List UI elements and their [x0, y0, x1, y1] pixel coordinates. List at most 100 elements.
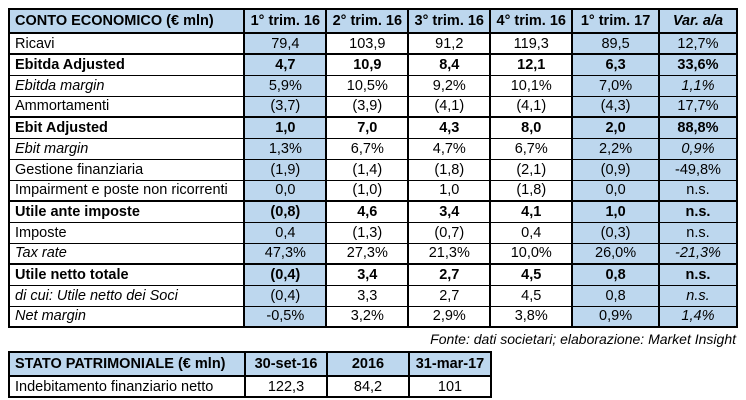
row-label: Utile netto totale	[7, 263, 246, 286]
cell-value: 21,3%	[407, 242, 492, 265]
row-label: Tax rate	[7, 242, 246, 265]
cell-value: 0,9%	[571, 305, 660, 328]
cell-value: 8,0	[489, 116, 574, 139]
cell-value: 1,0	[571, 200, 660, 223]
cell-value: 12,1	[489, 53, 574, 76]
cell-value: 4,7%	[407, 137, 492, 160]
cell-value: 10,1%	[489, 74, 574, 97]
cell-value: 0,0	[243, 179, 328, 202]
income-statement-table: CONTO ECONOMICO (€ mln) 1° trim. 16 2° t…	[7, 8, 739, 328]
cell-value: -21,3%	[657, 242, 739, 265]
cell-value: (1,8)	[489, 179, 574, 202]
cell-value: 103,9	[325, 32, 410, 55]
cell-value: 0,4	[489, 221, 574, 244]
cell-value: 4,6	[325, 200, 410, 223]
table-row: Impairment e poste non ricorrenti 0,0 (1,0…	[7, 179, 739, 202]
table-row: Tax rate 47,3% 27,3% 21,3% 10,0% 26,0% -21,3%	[7, 242, 739, 265]
cell-value: n.s.	[657, 179, 739, 202]
cell-value: n.s.	[657, 263, 739, 286]
cell-value: 1,0	[407, 179, 492, 202]
cell-value: -0,5%	[243, 305, 328, 328]
row-label: Ebitda Adjusted	[7, 53, 246, 76]
cell-value: (1,0)	[325, 179, 410, 202]
table-row: Ebitda margin 5,9% 10,5% 9,2% 10,1% 7,0% 1,1%	[7, 74, 739, 97]
column-header-q3-16: 3° trim. 16	[407, 8, 492, 34]
cell-value: 5,9%	[243, 74, 328, 97]
cell-value: (3,7)	[243, 95, 328, 118]
cell-value: (0,4)	[243, 263, 328, 286]
cell-value: 1,3%	[243, 137, 328, 160]
cell-value: 88,8%	[657, 116, 739, 139]
cell-value: n.s.	[657, 200, 739, 223]
cell-value: 6,3	[571, 53, 660, 76]
row-label: Net margin	[7, 305, 246, 328]
cell-value: 6,7%	[325, 137, 410, 160]
cell-value: (1,3)	[325, 221, 410, 244]
cell-value: 3,2%	[325, 305, 410, 328]
cell-value: 2,2%	[571, 137, 660, 160]
table-row: Net margin -0,5% 3,2% 2,9% 3,8% 0,9% 1,4%	[7, 305, 739, 328]
cell-value: (1,8)	[407, 158, 492, 181]
cell-value: 7,0	[325, 116, 410, 139]
cell-value: 1,4%	[657, 305, 739, 328]
cell-value: 0,8	[571, 263, 660, 286]
cell-value: 0,9%	[657, 137, 739, 160]
row-label: Impairment e poste non ricorrenti	[7, 179, 246, 202]
balance-sheet-table: STATO PATRIMONIALE (€ mln) 30-set-16 201…	[8, 351, 492, 398]
row-label: Imposte	[7, 221, 246, 244]
cell-value: 10,5%	[325, 74, 410, 97]
column-header-q4-16: 4° trim. 16	[489, 8, 574, 34]
cell-value: 119,3	[489, 32, 574, 55]
cell-value: 122,3	[244, 375, 328, 398]
row-label: Gestione finanziaria	[7, 158, 246, 181]
column-header-31-mar-17: 31-mar-17	[408, 351, 492, 377]
cell-value: 9,2%	[407, 74, 492, 97]
balance-sheet-header-row: STATO PATRIMONIALE (€ mln) 30-set-16 201…	[8, 351, 492, 377]
cell-value: 12,7%	[657, 32, 739, 55]
row-label: Ebit margin	[7, 137, 246, 160]
cell-value: (3,9)	[325, 95, 410, 118]
row-label: Ammortamenti	[7, 95, 246, 118]
cell-value: 27,3%	[325, 242, 410, 265]
cell-value: 2,9%	[407, 305, 492, 328]
cell-value: (1,9)	[243, 158, 328, 181]
cell-value: 2,0	[571, 116, 660, 139]
cell-value: 3,3	[325, 284, 410, 307]
cell-value: 4,1	[489, 200, 574, 223]
cell-value: (4,1)	[489, 95, 574, 118]
cell-value: 7,0%	[571, 74, 660, 97]
table-row: Ebit Adjusted 1,0 7,0 4,3 8,0 2,0 88,8%	[7, 116, 739, 139]
income-statement-header-row: CONTO ECONOMICO (€ mln) 1° trim. 16 2° t…	[7, 8, 739, 34]
cell-value: 26,0%	[571, 242, 660, 265]
income-statement-title: CONTO ECONOMICO (€ mln)	[7, 8, 246, 34]
cell-value: 3,4	[325, 263, 410, 286]
cell-value: 3,4	[407, 200, 492, 223]
cell-value: 0,4	[243, 221, 328, 244]
cell-value: n.s.	[657, 284, 739, 307]
row-label: Utile ante imposte	[7, 200, 246, 223]
table-row: Ammortamenti (3,7) (3,9) (4,1) (4,1) (4,3) 17,…	[7, 95, 739, 118]
cell-value: 10,0%	[489, 242, 574, 265]
table-row: Utile ante imposte (0,8) 4,6 3,4 4,1 1,0 n.s.	[7, 200, 739, 223]
cell-value: 8,4	[407, 53, 492, 76]
cell-value: 3,8%	[489, 305, 574, 328]
cell-value: (4,1)	[407, 95, 492, 118]
table-row: Imposte 0,4 (1,3) (0,7) 0,4 (0,3) n.s.	[7, 221, 739, 244]
cell-value: n.s.	[657, 221, 739, 244]
cell-value: -49,8%	[657, 158, 739, 181]
column-header-2016: 2016	[326, 351, 410, 377]
source-note: Fonte: dati societari; elaborazione: Mar…	[430, 331, 736, 347]
balance-sheet-title: STATO PATRIMONIALE (€ mln)	[8, 351, 246, 377]
column-header-q2-16: 2° trim. 16	[325, 8, 410, 34]
cell-value: 0,8	[571, 284, 660, 307]
cell-value: 79,4	[243, 32, 328, 55]
cell-value: 6,7%	[489, 137, 574, 160]
cell-value: 47,3%	[243, 242, 328, 265]
column-header-30-set-16: 30-set-16	[244, 351, 328, 377]
cell-value: (0,9)	[571, 158, 660, 181]
cell-value: (2,1)	[489, 158, 574, 181]
table-row: Ebit margin 1,3% 6,7% 4,7% 6,7% 2,2% 0,9%	[7, 137, 739, 160]
cell-value: 0,0	[571, 179, 660, 202]
cell-value: 2,7	[407, 284, 492, 307]
